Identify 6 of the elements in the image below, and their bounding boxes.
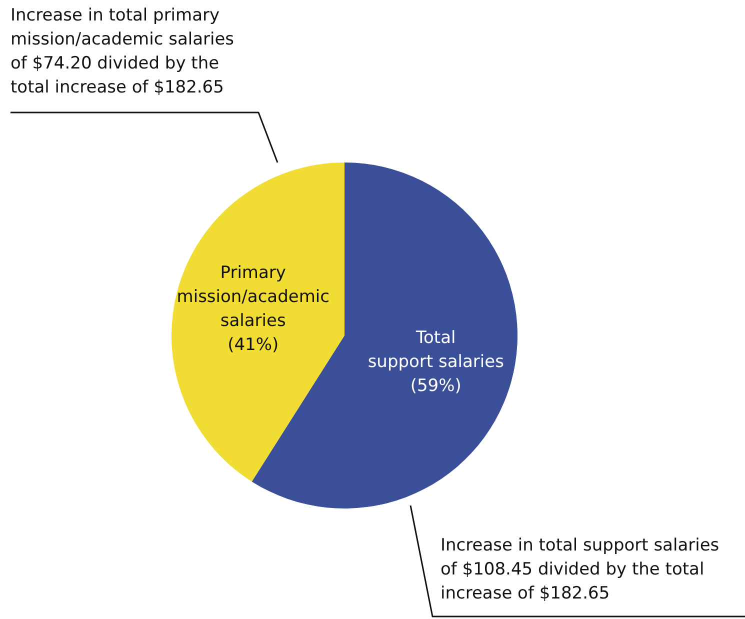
text: Increase in total primary mission/academic salaries of $74.20 divided by the total increase of $182.65	[10, 6, 234, 98]
text: Increase in total support salaries of $108.45 divided by the total increase of $182.65	[440, 536, 720, 604]
slice-label: Primary mission/academic salaries	[176, 262, 330, 331]
data-label: (41%)	[228, 334, 279, 355]
slice-label: Total support salaries	[368, 328, 504, 372]
data-label: (59%)	[410, 376, 462, 396]
